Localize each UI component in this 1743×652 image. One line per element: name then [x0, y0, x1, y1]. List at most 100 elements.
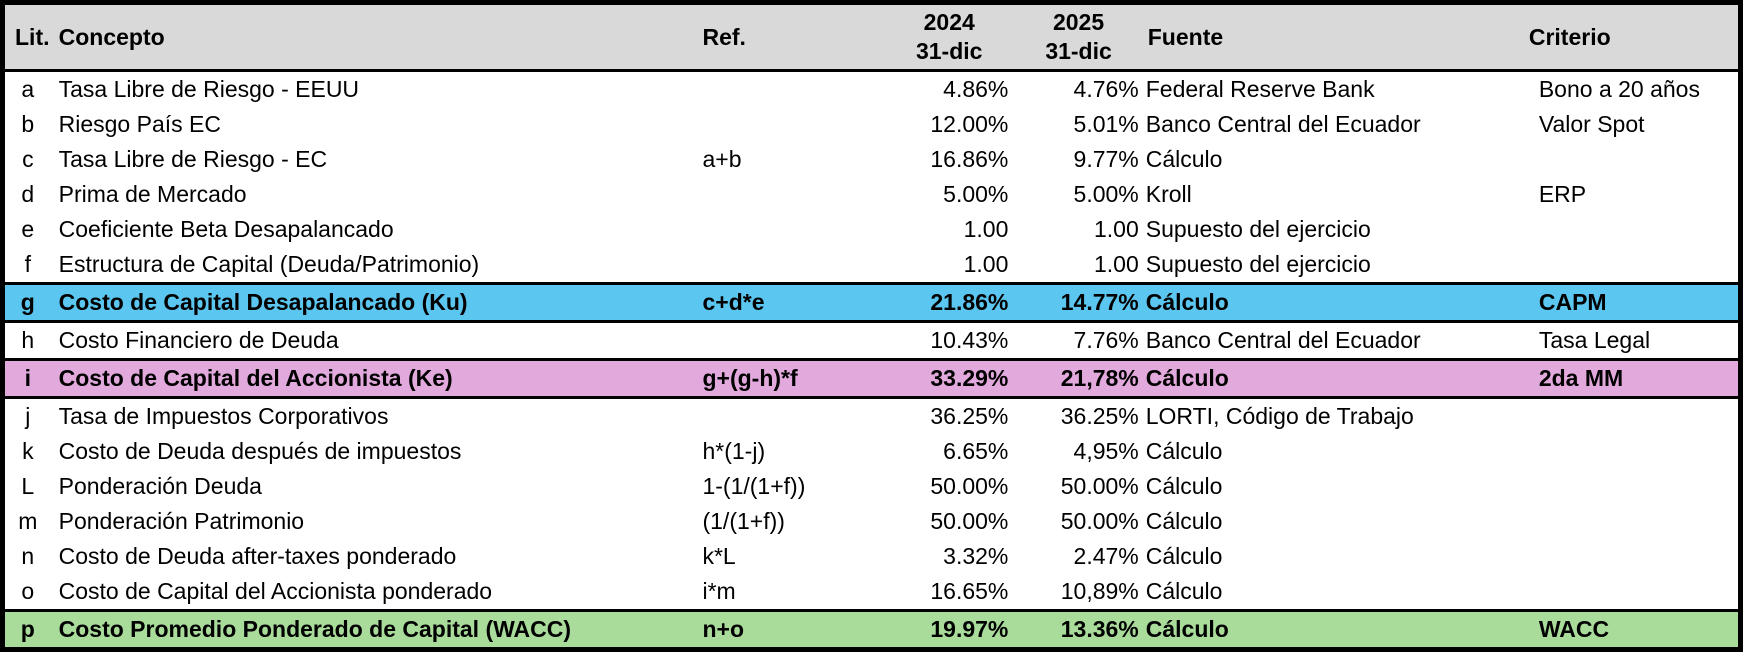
- cell-ref: 1-(1/(1+f)): [702, 473, 806, 499]
- cell-criterio: [1525, 574, 1741, 611]
- table-row-d: d Prima de Mercado 5.00% 5.00% Kroll ERP: [3, 177, 1741, 212]
- cell-lit: L: [21, 473, 35, 499]
- table-row-i-highlight-pink: i Costo de Capital del Accionista (Ke) g…: [2, 358, 1741, 399]
- cell-criterio: 2da MM: [1524, 358, 1741, 399]
- cell-fuente: Supuesto del ejercicio: [1145, 251, 1371, 277]
- cell-concepto: Estructura de Capital (Deuda/Patrimonio): [58, 251, 480, 277]
- cell-lit: k: [22, 438, 34, 464]
- cell-lit: i: [2, 358, 51, 399]
- cell-2025: 4,95%: [1073, 438, 1139, 464]
- table-row-m: m Ponderación Patrimonio (1/(1+f)) 50.00…: [3, 504, 1741, 539]
- cell-2025: 21,78%: [1013, 358, 1144, 399]
- cell-criterio: Valor Spot: [1538, 111, 1645, 137]
- table-row-f: f Estructura de Capital (Deuda/Patrimoni…: [3, 247, 1741, 284]
- cell-ref: [698, 177, 885, 212]
- table-header: Lit. Concepto Ref. 2024 31-dic 2025 31-d…: [2, 2, 1741, 72]
- cell-criterio: [1525, 212, 1741, 247]
- cell-ref: a+b: [702, 146, 742, 172]
- cell-2024: 16.86%: [930, 146, 1009, 172]
- cell-2024: 5.00%: [943, 181, 1009, 207]
- cell-criterio: Tasa Legal: [1538, 327, 1651, 353]
- cell-2024: 16.65%: [930, 578, 1009, 604]
- cell-concepto: Riesgo País EC: [58, 111, 221, 137]
- cell-2024: 10.43%: [930, 327, 1009, 353]
- cell-ref: g+(g-h)*f: [698, 358, 886, 399]
- cell-fuente: Cálculo: [1145, 578, 1223, 604]
- cell-2024: 4.86%: [943, 76, 1009, 102]
- header-row: Lit. Concepto Ref. 2024 31-dic 2025 31-d…: [2, 2, 1741, 72]
- cell-2025: 1.00: [1093, 216, 1139, 242]
- table-row-o: o Costo de Capital del Accionista ponder…: [3, 574, 1741, 611]
- cell-ref: c+d*e: [698, 282, 886, 323]
- cell-fuente: Cálculo: [1145, 438, 1223, 464]
- cell-concepto: Ponderación Patrimonio: [58, 508, 305, 534]
- table-row-b: b Riesgo País EC 12.00% 5.01% Banco Cent…: [3, 107, 1741, 142]
- cell-2024: 1.00: [963, 216, 1009, 242]
- cell-ref: [698, 322, 885, 360]
- column-header-lit: Lit.: [2, 2, 51, 72]
- cell-criterio: Bono a 20 años: [1538, 76, 1700, 102]
- table-row-e: e Coeficiente Beta Desapalancado 1.00 1.…: [3, 212, 1741, 247]
- cell-criterio: [1525, 142, 1741, 177]
- cell-concepto: Costo de Capital Desapalancado (Ku): [50, 282, 699, 323]
- cell-2024: 50.00%: [930, 473, 1009, 499]
- cell-ref: [698, 71, 885, 108]
- cell-2024: 50.00%: [930, 508, 1009, 534]
- cell-2024: 12.00%: [930, 111, 1009, 137]
- cell-criterio: [1525, 469, 1741, 504]
- cell-ref: (1/(1+f)): [702, 508, 785, 534]
- cell-fuente: Banco Central del Ecuador: [1145, 327, 1421, 353]
- cell-lit: d: [21, 181, 35, 207]
- cell-concepto: Costo de Deuda después de impuestos: [58, 438, 462, 464]
- cell-fuente: Cálculo: [1145, 146, 1223, 172]
- cell-lit: c: [22, 146, 34, 172]
- cell-concepto: Costo de Capital del Accionista ponderad…: [58, 578, 493, 604]
- cell-concepto: Costo de Capital del Accionista (Ke): [50, 358, 699, 399]
- cell-concepto: Coeficiente Beta Desapalancado: [58, 216, 394, 242]
- cell-ref: [698, 398, 885, 435]
- cell-concepto: Costo de Deuda after-taxes ponderado: [58, 543, 457, 569]
- column-header-ref: Ref.: [698, 2, 886, 72]
- cell-2025: 14.77%: [1013, 282, 1144, 323]
- cell-fuente: Cálculo: [1143, 358, 1525, 399]
- date-2025-label: 31-dic: [1045, 38, 1112, 64]
- cell-fuente: Federal Reserve Bank: [1145, 76, 1375, 102]
- cell-ref: [698, 212, 885, 247]
- cell-concepto: Ponderación Deuda: [58, 473, 262, 499]
- cell-2025: 50.00%: [1060, 508, 1139, 534]
- cell-concepto: Tasa Libre de Riesgo - EEUU: [58, 76, 360, 102]
- cell-2024: 33.29%: [885, 358, 1014, 399]
- cell-2025: 10,89%: [1060, 578, 1139, 604]
- cell-2025: 1.00: [1093, 251, 1139, 277]
- table-row-j: j Tasa de Impuestos Corporativos 36.25% …: [3, 398, 1741, 435]
- cell-2025: 7.76%: [1073, 327, 1139, 353]
- cell-criterio: CAPM: [1524, 282, 1741, 323]
- cell-ref: k*L: [702, 543, 736, 569]
- cell-fuente: Cálculo: [1145, 508, 1223, 534]
- table-row-n: n Costo de Deuda after-taxes ponderado k…: [3, 539, 1741, 574]
- cell-2024: 6.65%: [943, 438, 1009, 464]
- cell-criterio: [1525, 247, 1741, 284]
- cell-ref: [698, 107, 885, 142]
- table-body: a Tasa Libre de Riesgo - EEUU 4.86% 4.76…: [2, 71, 1741, 651]
- cell-lit: a: [21, 76, 35, 102]
- cell-2025: 36.25%: [1060, 403, 1139, 429]
- cell-fuente: LORTI, Código de Trabajo: [1145, 403, 1414, 429]
- column-header-2024: 2024 31-dic: [885, 2, 1014, 72]
- cell-fuente: Cálculo: [1143, 282, 1525, 323]
- cell-ref: h*(1-j): [702, 438, 766, 464]
- cell-2024: 36.25%: [930, 403, 1009, 429]
- year-2024-label: 2024: [923, 9, 975, 36]
- cell-lit: o: [21, 578, 35, 604]
- cell-lit: b: [21, 111, 35, 137]
- cell-fuente: Banco Central del Ecuador: [1145, 111, 1421, 137]
- cell-2025: 50.00%: [1060, 473, 1139, 499]
- cell-lit: j: [25, 403, 31, 429]
- cell-2025: 4.76%: [1073, 76, 1139, 102]
- column-header-2025: 2025 31-dic: [1013, 2, 1144, 72]
- cell-2025: 9.77%: [1073, 146, 1139, 172]
- table-row-a: a Tasa Libre de Riesgo - EEUU 4.86% 4.76…: [3, 71, 1741, 108]
- cell-lit: g: [2, 282, 51, 323]
- cell-fuente: Cálculo: [1145, 543, 1223, 569]
